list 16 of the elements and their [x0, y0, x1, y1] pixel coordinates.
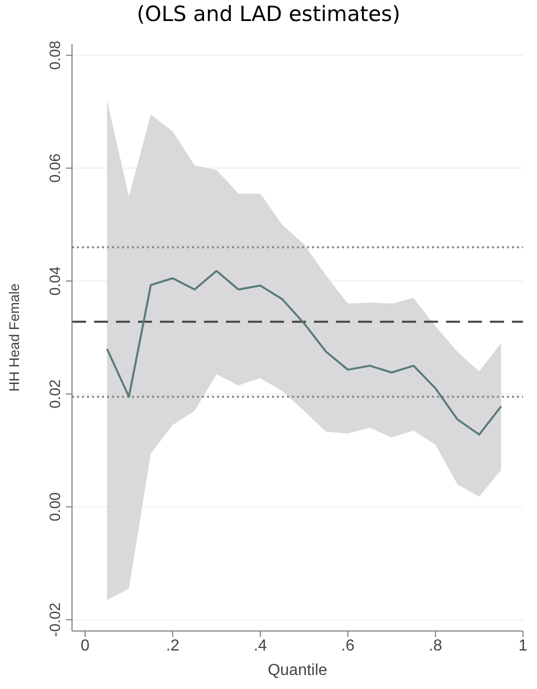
y-tick-label: 0.08 [47, 40, 64, 70]
x-axis-title: Quantile [268, 662, 328, 679]
x-tick-label: 1 [518, 637, 528, 654]
chart-title: (OLS and LAD estimates) [136, 2, 402, 26]
y-tick-label: 0.04 [47, 266, 64, 296]
y-tick-label: 0.00 [47, 492, 64, 522]
y-tick-label: 0.06 [47, 154, 64, 183]
line-series [106, 270, 502, 436]
x-tick-label: .4 [254, 637, 268, 654]
x-tick-label: .8 [428, 637, 442, 654]
y-axis-title: HH Head Female [6, 283, 22, 392]
x-tick-label: .2 [166, 637, 180, 654]
y-tick-label: 0.02 [47, 379, 64, 409]
y-tick-label: -0.02 [47, 602, 64, 637]
x-tick-label: 0 [80, 637, 90, 654]
x-tick-label: .6 [341, 637, 355, 654]
